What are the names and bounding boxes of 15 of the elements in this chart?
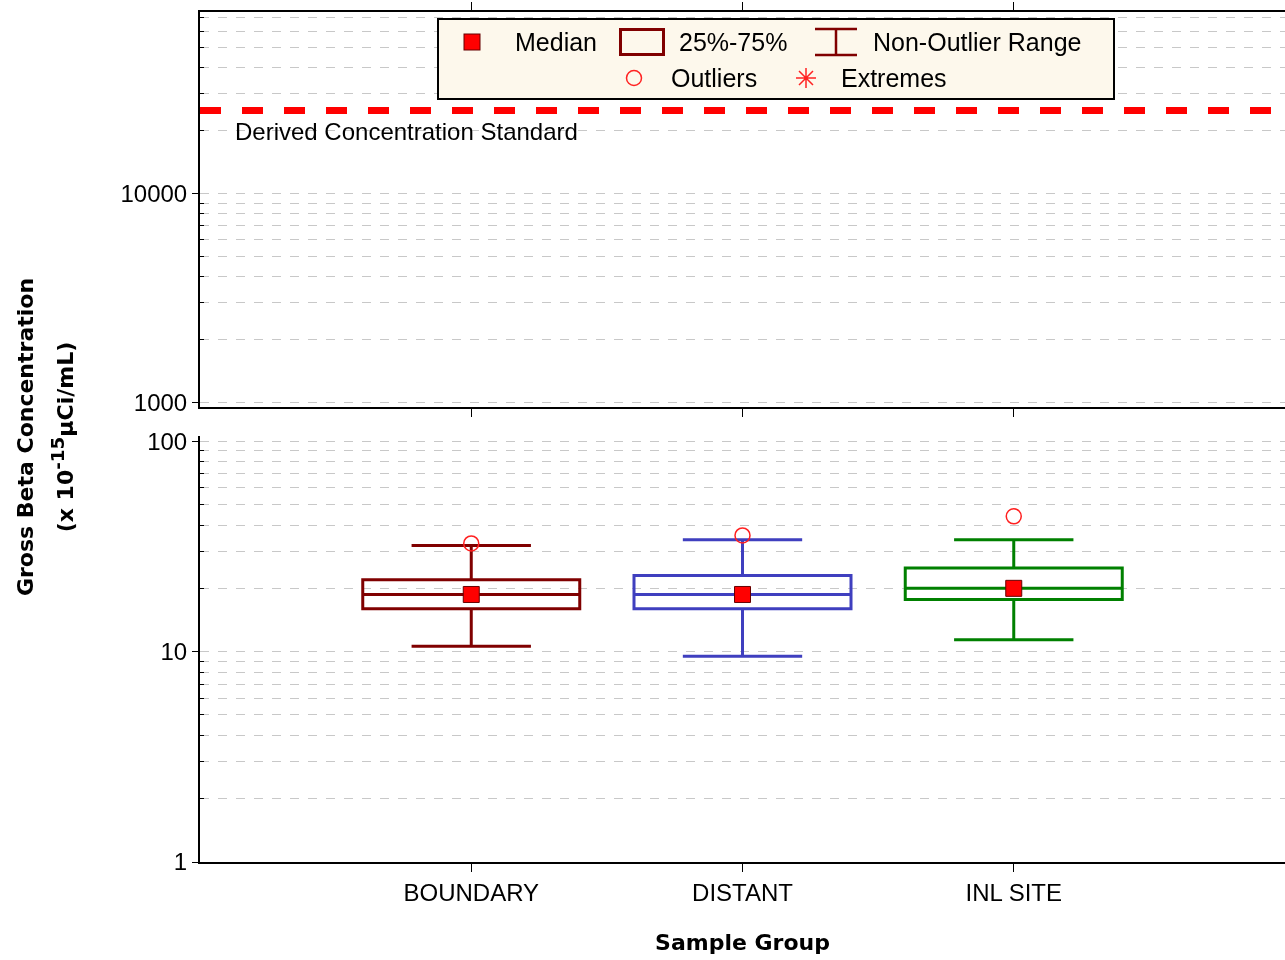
y-tick-label: 10 <box>160 638 188 666</box>
legend-label: Median <box>515 27 597 57</box>
annotation: Extremes <box>841 63 947 93</box>
x-tick-label: DISTANT <box>692 878 794 906</box>
annotation: Outliers <box>671 63 758 93</box>
x-axis-title: Sample Group <box>655 930 830 956</box>
annotation: Non-Outlier Range <box>873 27 1082 57</box>
annotation: 25%-75% <box>679 27 788 57</box>
x-tick-label: BOUNDARY <box>403 878 540 906</box>
y-tick-label: 100 <box>147 427 188 455</box>
y-tick-label: 10000 <box>120 179 188 207</box>
x-tick-label: INL SITE <box>965 878 1062 906</box>
y-tick-label: 1 <box>173 848 188 876</box>
ref-line-label: Derived Concentration Standard <box>235 118 578 145</box>
y-tick-label: 1000 <box>133 388 188 416</box>
